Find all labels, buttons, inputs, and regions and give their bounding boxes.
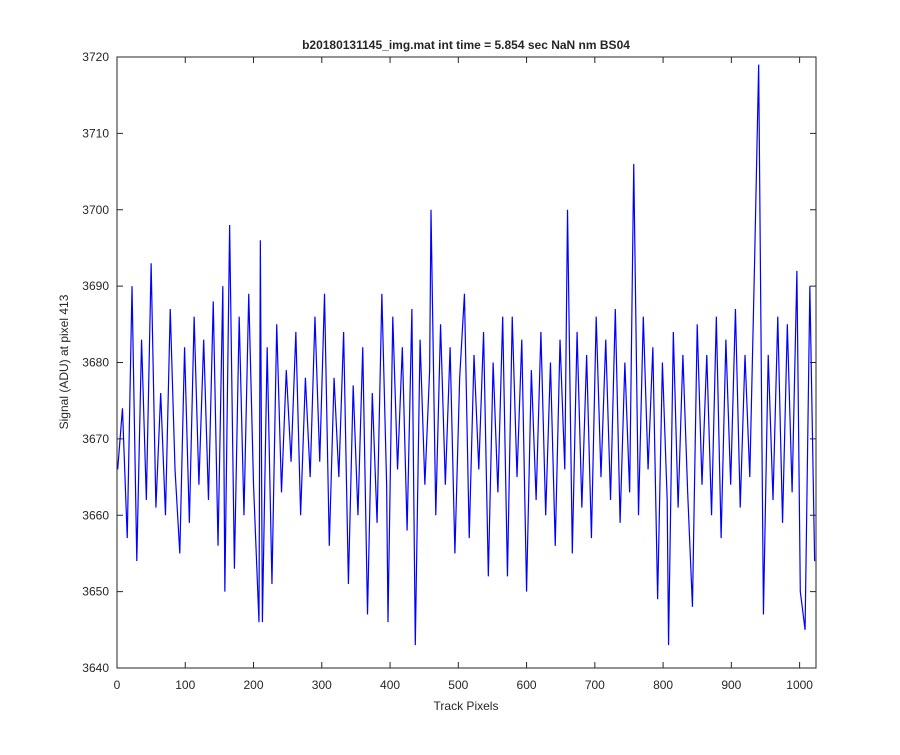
- x-tick-label: 0: [114, 678, 121, 692]
- y-tick-label: 3690: [82, 279, 109, 293]
- y-tick-label: 3640: [82, 661, 109, 675]
- y-axis-label: Signal (ADU) at pixel 413: [57, 294, 71, 429]
- x-axis-label: Track Pixels: [434, 699, 499, 713]
- x-tick-label: 100: [175, 678, 195, 692]
- x-tick-label: 400: [380, 678, 400, 692]
- y-tick-label: 3660: [82, 508, 109, 522]
- data-line: [117, 64, 816, 646]
- chart-title: b20180131145_img.mat int time = 5.854 se…: [302, 38, 630, 52]
- x-tick-label: 1000: [786, 678, 813, 692]
- y-tick-label: 3670: [82, 432, 109, 446]
- y-tick-label: 3720: [82, 50, 109, 64]
- x-tick-label: 600: [517, 678, 537, 692]
- axes-box: [116, 56, 817, 669]
- x-tick-label: 500: [448, 678, 468, 692]
- y-tick-label: 3680: [82, 356, 109, 370]
- x-tick-label: 300: [312, 678, 332, 692]
- x-tick-label: 800: [653, 678, 673, 692]
- y-tick-label: 3700: [82, 203, 109, 217]
- plot-area: [117, 57, 816, 668]
- x-tick-label: 900: [721, 678, 741, 692]
- x-tick-label: 200: [244, 678, 264, 692]
- y-tick-label: 3710: [82, 126, 109, 140]
- x-tick-label: 700: [585, 678, 605, 692]
- y-tick-label: 3650: [82, 585, 109, 599]
